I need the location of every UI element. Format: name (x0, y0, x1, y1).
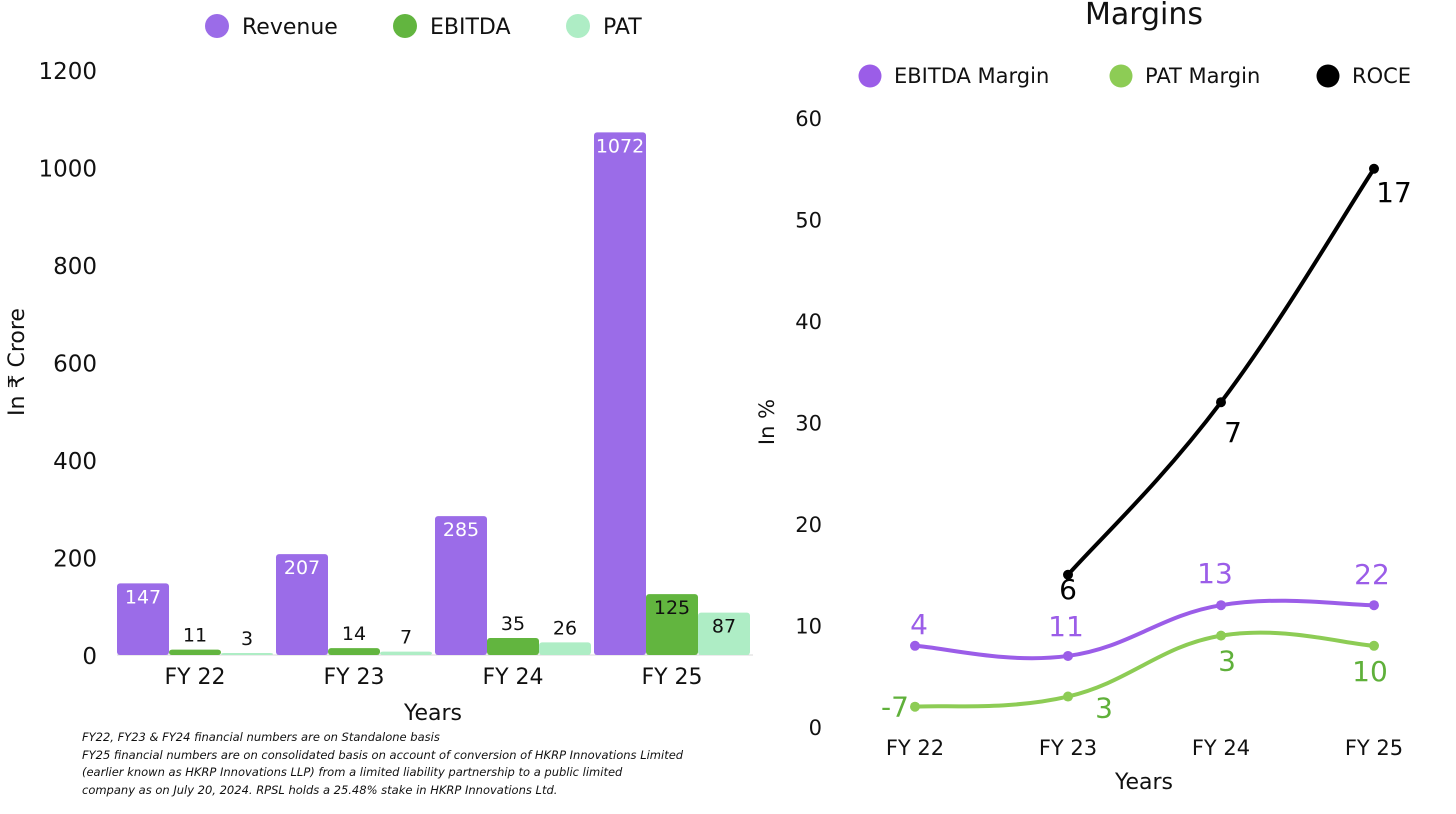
bar-pat (221, 653, 273, 655)
x-tick-label: FY 22 (886, 736, 944, 760)
data-label-roce: 6 (1059, 573, 1077, 606)
bar-value-label: 1072 (596, 135, 644, 157)
bar-pat (380, 651, 432, 655)
data-label-ebitda-margin: 4 (910, 608, 928, 641)
point-ebitda-margin (1216, 600, 1226, 611)
x-axis-label: Years (403, 701, 462, 726)
data-label-pat-margin: 3 (1095, 692, 1113, 725)
legend-label: ROCE (1352, 64, 1411, 88)
y-tick-label: 10 (795, 615, 822, 639)
data-label-ebitda-margin: 22 (1354, 558, 1390, 591)
bar-ebitda (487, 637, 539, 655)
x-tick-label: FY 24 (1192, 736, 1250, 760)
bar-value-label: 207 (284, 557, 320, 579)
x-tick-label: FY 25 (641, 665, 702, 690)
legend-marker-pat-margin (1109, 64, 1133, 88)
data-label-pat-margin: -7 (881, 691, 909, 724)
data-label-roce: 7 (1224, 416, 1242, 449)
bar-pat (539, 642, 591, 655)
bar-revenue (276, 554, 328, 655)
legend-marker-revenue (205, 14, 229, 38)
legend-marker-ebitda (393, 14, 417, 38)
x-tick-label: FY 23 (323, 665, 384, 690)
bar-ebitda (646, 594, 698, 655)
data-label-ebitda-margin: 13 (1197, 557, 1233, 590)
point-ebitda-margin (1369, 600, 1379, 611)
bar-value-label: 11 (183, 625, 207, 647)
x-tick-label: FY 22 (164, 665, 225, 690)
y-tick-label: 0 (82, 644, 97, 670)
y-tick-label: 1000 (38, 157, 97, 183)
y-tick-label: 50 (795, 209, 822, 233)
bar-ebitda (328, 648, 380, 655)
bar-value-label: 35 (501, 613, 525, 635)
footnote: FY22, FY23 & FY24 financial numbers are … (82, 729, 772, 799)
y-axis-label: In % (755, 399, 779, 445)
line-roce (1066, 166, 1376, 577)
legend-marker-roce (1316, 64, 1340, 88)
legend-label: EBITDA (430, 15, 511, 40)
y-tick-label: 1200 (38, 59, 97, 85)
data-label-pat-margin: 10 (1352, 655, 1388, 688)
legend-label: EBITDA Margin (894, 64, 1049, 88)
point-roce (1216, 397, 1226, 408)
legend-marker-pat (566, 14, 590, 38)
data-label-ebitda-margin: 11 (1048, 610, 1084, 643)
x-tick-label: FY 24 (482, 665, 543, 690)
bar-value-label: 3 (241, 628, 253, 650)
y-tick-label: 60 (795, 107, 822, 131)
point-roce (1369, 163, 1379, 174)
bar-revenue (594, 132, 646, 655)
bar-value-label: 125 (654, 597, 690, 619)
data-label-roce: 17 (1376, 176, 1412, 209)
point-pat-margin (1063, 691, 1073, 702)
x-tick-label: FY 23 (1039, 736, 1097, 760)
point-pat-margin (910, 701, 920, 712)
chart-title: Margins (1085, 0, 1203, 32)
bar-value-label: 26 (553, 617, 577, 639)
y-tick-label: 400 (53, 449, 97, 475)
bar-value-label: 14 (342, 623, 366, 645)
y-tick-label: 800 (53, 254, 97, 280)
bar-value-label: 7 (400, 627, 412, 649)
footnote-line: (earlier known as HKRP Innovations LLP) … (82, 765, 623, 779)
legend-label: PAT (603, 15, 642, 40)
footnote-line: FY22, FY23 & FY24 financial numbers are … (82, 730, 440, 744)
data-label-pat-margin: 3 (1218, 645, 1236, 678)
y-tick-label: 20 (795, 513, 822, 537)
x-axis-label: Years (1114, 770, 1173, 795)
point-ebitda-margin (910, 640, 920, 651)
bar-ebitda (169, 649, 221, 655)
footnote-line: FY25 financial numbers are on consolidat… (82, 747, 684, 762)
y-tick-label: 30 (795, 412, 822, 436)
y-axis-label: In ₹ Crore (5, 308, 30, 416)
y-tick-label: 600 (53, 352, 97, 378)
legend-label: PAT Margin (1145, 64, 1260, 88)
bar-pat (698, 612, 750, 655)
y-tick-label: 200 (53, 547, 97, 573)
bar-value-label: 147 (125, 586, 161, 608)
legend-label: Revenue (242, 15, 338, 40)
y-tick-label: 40 (795, 310, 822, 334)
bar-value-label: 87 (712, 616, 736, 638)
x-tick-label: FY 25 (1345, 736, 1403, 760)
legend-marker-ebitda-margin (858, 64, 882, 88)
bar-value-label: 285 (443, 519, 479, 541)
bar-revenue (117, 583, 169, 655)
footnote-line: company as on July 20, 2024. RPSL holds … (82, 782, 558, 797)
point-pat-margin (1216, 630, 1226, 641)
line-pat-margin (913, 630, 1376, 709)
point-roce (1063, 569, 1073, 580)
point-pat-margin (1369, 640, 1379, 651)
point-ebitda-margin (1063, 650, 1073, 661)
y-tick-label: 0 (809, 716, 822, 740)
line-ebitda-margin (913, 598, 1376, 661)
bar-revenue (435, 516, 487, 655)
